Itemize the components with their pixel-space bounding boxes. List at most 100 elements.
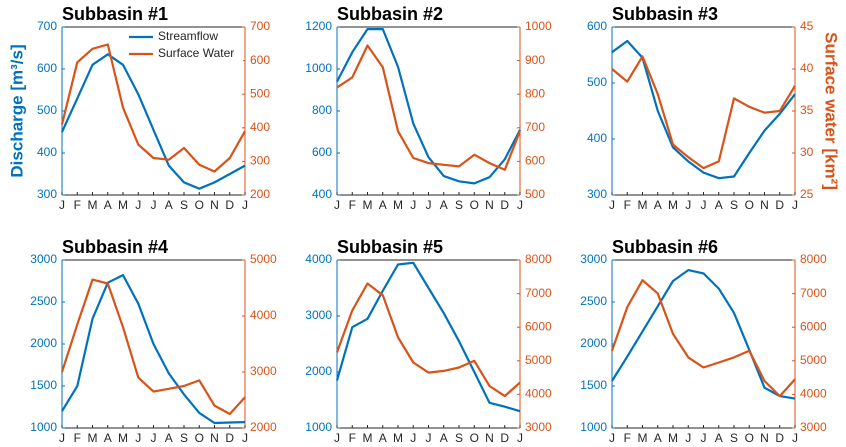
- y-tick-label: 1200: [305, 19, 332, 33]
- x-tick-label: J: [334, 431, 340, 445]
- y-tick-label: 2500: [30, 294, 57, 308]
- x-tick-label: J: [517, 198, 523, 212]
- x-tick-label: M: [393, 198, 403, 212]
- y2-tick-label: 35: [800, 103, 814, 117]
- y2-tick-label: 7000: [525, 286, 552, 300]
- y2-tick-label: 700: [525, 120, 545, 134]
- y2-tick-label: 25: [800, 187, 814, 201]
- y-axis-label: Discharge [m³/s]: [7, 44, 26, 177]
- y-tick-label: 600: [37, 61, 57, 75]
- series-line: [610, 279, 796, 398]
- subplot-title: Subbasin #3: [612, 4, 718, 24]
- x-tick-label: J: [135, 431, 141, 445]
- y2-tick-label: 600: [525, 154, 545, 168]
- y-tick-label: 1000: [30, 420, 57, 434]
- x-tick-label: A: [654, 198, 662, 212]
- series-line: [335, 261, 521, 413]
- y2-tick-label: 4000: [250, 308, 277, 322]
- y2-tick-label: 5000: [250, 252, 277, 266]
- y-tick-label: 400: [587, 131, 607, 145]
- y2-tick-label: 1000: [525, 19, 552, 33]
- y-tick-label: 800: [312, 103, 332, 117]
- y2-tick-label: 5000: [525, 353, 552, 367]
- series-line: [336, 28, 521, 185]
- y2-tick-label: 500: [525, 187, 545, 201]
- x-tick-label: D: [500, 198, 509, 212]
- legend-box: [125, 28, 243, 64]
- x-tick-label: O: [195, 198, 204, 212]
- x-tick-label: M: [88, 431, 98, 445]
- x-tick-label: S: [180, 431, 188, 445]
- y-tick-label: 2000: [580, 336, 607, 350]
- y-tick-label: 600: [587, 19, 607, 33]
- x-tick-label: F: [74, 198, 81, 212]
- y-tick-label: 300: [37, 187, 57, 201]
- y-tick-label: 500: [587, 75, 607, 89]
- x-tick-label: D: [225, 431, 234, 445]
- y-tick-label: 1000: [305, 420, 332, 434]
- x-tick-label: N: [485, 198, 494, 212]
- y2-tick-label: 600: [250, 53, 270, 67]
- y-tick-label: 500: [37, 103, 57, 117]
- x-tick-label: O: [195, 431, 204, 445]
- y-tick-label: 2000: [305, 364, 332, 378]
- y-tick-label: 400: [312, 187, 332, 201]
- x-tick-label: D: [500, 431, 509, 445]
- y2-tick-label: 4000: [525, 387, 552, 401]
- x-tick-label: N: [210, 198, 219, 212]
- x-tick-label: N: [760, 431, 769, 445]
- x-tick-label: J: [59, 198, 65, 212]
- x-tick-label: A: [379, 431, 387, 445]
- subplot-title: Subbasin #4: [62, 237, 168, 257]
- series-line: [611, 269, 796, 400]
- subplot: Subbasin #1J F M A M J J A S O N D J3004005006007002…: [7, 4, 270, 212]
- series-line: [61, 274, 246, 425]
- y-tick-label: 300: [587, 187, 607, 201]
- x-tick-label: M: [638, 431, 648, 445]
- x-tick-label: D: [225, 198, 234, 212]
- x-tick-label: J: [517, 431, 523, 445]
- x-tick-label: J: [701, 198, 707, 212]
- y-tick-label: 1000: [580, 420, 607, 434]
- x-tick-label: J: [151, 198, 157, 212]
- x-tick-label: A: [165, 198, 173, 212]
- x-tick-label: M: [393, 431, 403, 445]
- series-line: [60, 278, 246, 416]
- y2-tick-label: 3000: [250, 364, 277, 378]
- x-tick-label: F: [74, 431, 81, 445]
- y2-tick-label: 4000: [800, 387, 827, 401]
- x-tick-label: J: [685, 431, 691, 445]
- y2-tick-label: 400: [250, 120, 270, 134]
- subplot: Subbasin #4J F M A M J J A S O N D J1000150020002500…: [30, 237, 277, 445]
- x-tick-label: J: [609, 198, 615, 212]
- y-tick-label: 1000: [305, 61, 332, 75]
- x-tick-label: J: [609, 431, 615, 445]
- legend: Streamflow Surface Water: [125, 28, 243, 64]
- x-tick-label: M: [88, 198, 98, 212]
- x-tick-label: J: [242, 431, 248, 445]
- y2-tick-label: 45: [800, 19, 814, 33]
- x-tick-label: F: [624, 431, 631, 445]
- series-line: [336, 44, 522, 171]
- x-tick-label: J: [701, 431, 707, 445]
- x-tick-label: N: [760, 198, 769, 212]
- x-tick-label: J: [59, 431, 65, 445]
- y-tick-label: 3000: [305, 308, 332, 322]
- x-tick-label: J: [135, 198, 141, 212]
- legend-label: Surface Water: [158, 46, 234, 60]
- x-tick-label: A: [165, 431, 173, 445]
- y2-tick-label: 900: [525, 53, 545, 67]
- x-tick-label: A: [440, 431, 448, 445]
- y2-tick-label: 7000: [800, 286, 827, 300]
- x-tick-label: A: [104, 431, 112, 445]
- x-tick-label: N: [485, 431, 494, 445]
- y2-tick-label: 8000: [525, 252, 552, 266]
- x-tick-label: A: [104, 198, 112, 212]
- x-tick-label: J: [410, 431, 416, 445]
- y2-tick-label: 700: [250, 19, 270, 33]
- y2-axis-label: Surface water [km²]: [822, 32, 841, 190]
- subplot: Subbasin #5J F M A M J J A S O N D J1000200030004000…: [305, 237, 552, 445]
- subplot-title: Subbasin #5: [337, 237, 443, 257]
- x-tick-label: M: [363, 431, 373, 445]
